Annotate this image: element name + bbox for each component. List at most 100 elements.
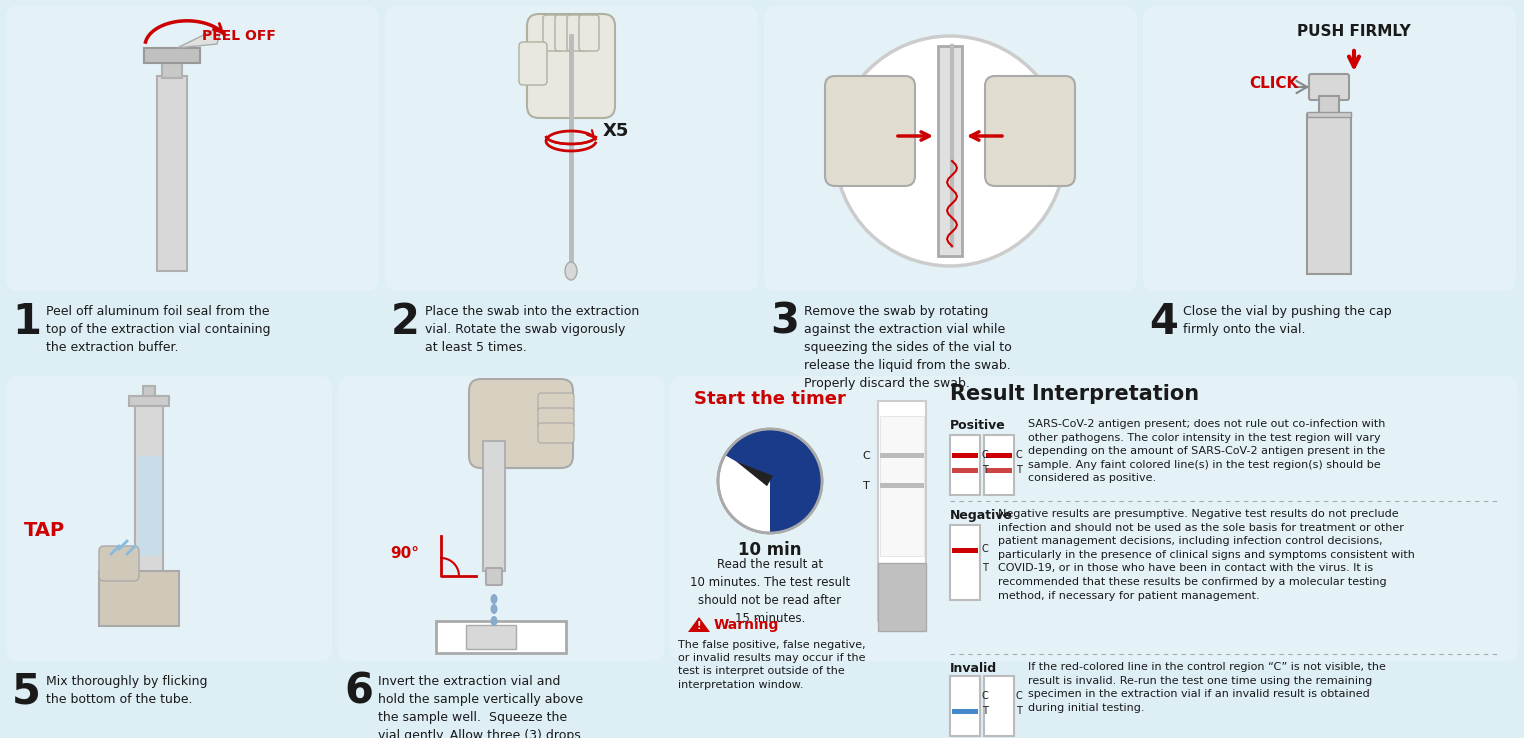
Bar <box>952 453 978 458</box>
FancyBboxPatch shape <box>1143 6 1516 291</box>
Text: 4: 4 <box>1149 301 1178 343</box>
Polygon shape <box>687 617 710 632</box>
Circle shape <box>835 36 1065 266</box>
Text: 2: 2 <box>392 301 421 343</box>
Ellipse shape <box>491 594 497 604</box>
Bar <box>879 453 924 458</box>
Text: T: T <box>981 706 988 716</box>
Text: C: C <box>981 545 989 554</box>
Text: Peel off aluminum foil seal from the
top of the extraction vial containing
the e: Peel off aluminum foil seal from the top… <box>46 305 270 354</box>
Bar <box>466 625 517 649</box>
Bar <box>157 76 187 271</box>
FancyBboxPatch shape <box>338 376 664 661</box>
Bar <box>483 441 504 571</box>
FancyBboxPatch shape <box>469 379 573 468</box>
Text: T: T <box>863 481 870 491</box>
Bar <box>143 48 200 63</box>
FancyBboxPatch shape <box>538 393 575 413</box>
Text: 6: 6 <box>344 671 373 713</box>
FancyBboxPatch shape <box>824 76 914 186</box>
Ellipse shape <box>491 604 497 614</box>
Text: C: C <box>1017 691 1023 701</box>
Bar <box>952 548 978 553</box>
FancyBboxPatch shape <box>386 6 757 291</box>
Text: Negative results are presumptive. Negative test results do not preclude
infectio: Negative results are presumptive. Negati… <box>998 509 1414 601</box>
Bar <box>985 435 1013 495</box>
Text: 10 min: 10 min <box>738 541 802 559</box>
Text: T: T <box>981 465 988 475</box>
Text: X5: X5 <box>604 122 629 140</box>
FancyBboxPatch shape <box>985 76 1074 186</box>
Text: 3: 3 <box>770 301 799 343</box>
FancyBboxPatch shape <box>538 408 575 428</box>
Text: C: C <box>981 691 989 701</box>
Text: T: T <box>981 563 988 573</box>
Text: Negative: Negative <box>949 509 1013 522</box>
FancyBboxPatch shape <box>520 42 547 85</box>
Bar <box>878 401 927 621</box>
Text: Remove the swab by rotating
against the extraction vial while
squeezing the side: Remove the swab by rotating against the … <box>805 305 1012 390</box>
Text: Invalid: Invalid <box>949 662 997 675</box>
Text: Close the vial by pushing the cap
firmly onto the vial.: Close the vial by pushing the cap firmly… <box>1183 305 1391 336</box>
Text: !: ! <box>696 621 701 631</box>
Text: Result Interpretation: Result Interpretation <box>949 384 1199 404</box>
Text: TAP: TAP <box>24 522 66 540</box>
Text: Place the swab into the extraction
vial. Rotate the swab vigorously
at least 5 t: Place the swab into the extraction vial.… <box>425 305 639 354</box>
FancyBboxPatch shape <box>579 15 599 51</box>
Bar <box>878 563 927 631</box>
Wedge shape <box>725 429 821 533</box>
FancyBboxPatch shape <box>6 6 379 291</box>
Text: T: T <box>1017 706 1023 716</box>
Bar <box>1308 114 1350 274</box>
Text: Invert the extraction vial and
hold the sample vertically above
the sample well.: Invert the extraction vial and hold the … <box>378 675 584 738</box>
Circle shape <box>718 429 821 533</box>
FancyBboxPatch shape <box>486 568 501 585</box>
FancyBboxPatch shape <box>555 15 575 51</box>
Bar <box>949 435 980 495</box>
Text: PUSH FIRMLY: PUSH FIRMLY <box>1297 24 1411 39</box>
FancyBboxPatch shape <box>538 423 575 443</box>
Bar <box>986 468 1012 473</box>
Text: SARS-CoV-2 antigen present; does not rule out co-infection with
other pathogens.: SARS-CoV-2 antigen present; does not rul… <box>1029 419 1385 483</box>
FancyBboxPatch shape <box>6 376 332 661</box>
Bar <box>986 453 1012 458</box>
Ellipse shape <box>565 262 578 280</box>
Polygon shape <box>736 461 773 486</box>
Bar <box>879 483 924 488</box>
Bar <box>949 525 980 600</box>
Text: C: C <box>981 450 989 460</box>
Text: Start the timer: Start the timer <box>693 390 846 408</box>
Text: 90°: 90° <box>390 547 419 562</box>
Text: 1: 1 <box>12 301 41 343</box>
Text: C: C <box>1017 450 1023 460</box>
Text: C: C <box>863 451 870 461</box>
Bar <box>130 396 169 406</box>
Bar <box>1308 112 1350 117</box>
Text: 5: 5 <box>12 671 41 713</box>
Text: Mix thoroughly by flicking
the bottom of the tube.: Mix thoroughly by flicking the bottom of… <box>46 675 207 706</box>
FancyBboxPatch shape <box>543 15 562 51</box>
Text: The false positive, false negative,
or invalid results may occur if the
test is : The false positive, false negative, or i… <box>678 640 866 689</box>
Text: PEEL OFF: PEEL OFF <box>203 29 276 43</box>
Text: T: T <box>1017 465 1023 475</box>
Bar <box>162 61 181 78</box>
Polygon shape <box>177 26 223 48</box>
Bar <box>137 456 162 556</box>
Polygon shape <box>99 571 178 626</box>
Text: Read the result at
10 minutes. The test result
should not be read after
15 minut: Read the result at 10 minutes. The test … <box>690 558 850 625</box>
Bar <box>1318 96 1340 114</box>
FancyBboxPatch shape <box>1309 74 1349 100</box>
FancyBboxPatch shape <box>567 15 587 51</box>
Ellipse shape <box>491 616 497 626</box>
Text: Warning: Warning <box>715 618 779 632</box>
Text: CLICK: CLICK <box>1250 77 1298 92</box>
FancyBboxPatch shape <box>527 14 616 118</box>
Bar <box>952 468 978 473</box>
FancyBboxPatch shape <box>99 546 139 581</box>
Bar <box>143 386 155 398</box>
Bar <box>952 709 978 714</box>
FancyBboxPatch shape <box>764 6 1137 291</box>
Bar <box>949 676 980 736</box>
Bar <box>985 676 1013 736</box>
Bar <box>436 621 565 653</box>
